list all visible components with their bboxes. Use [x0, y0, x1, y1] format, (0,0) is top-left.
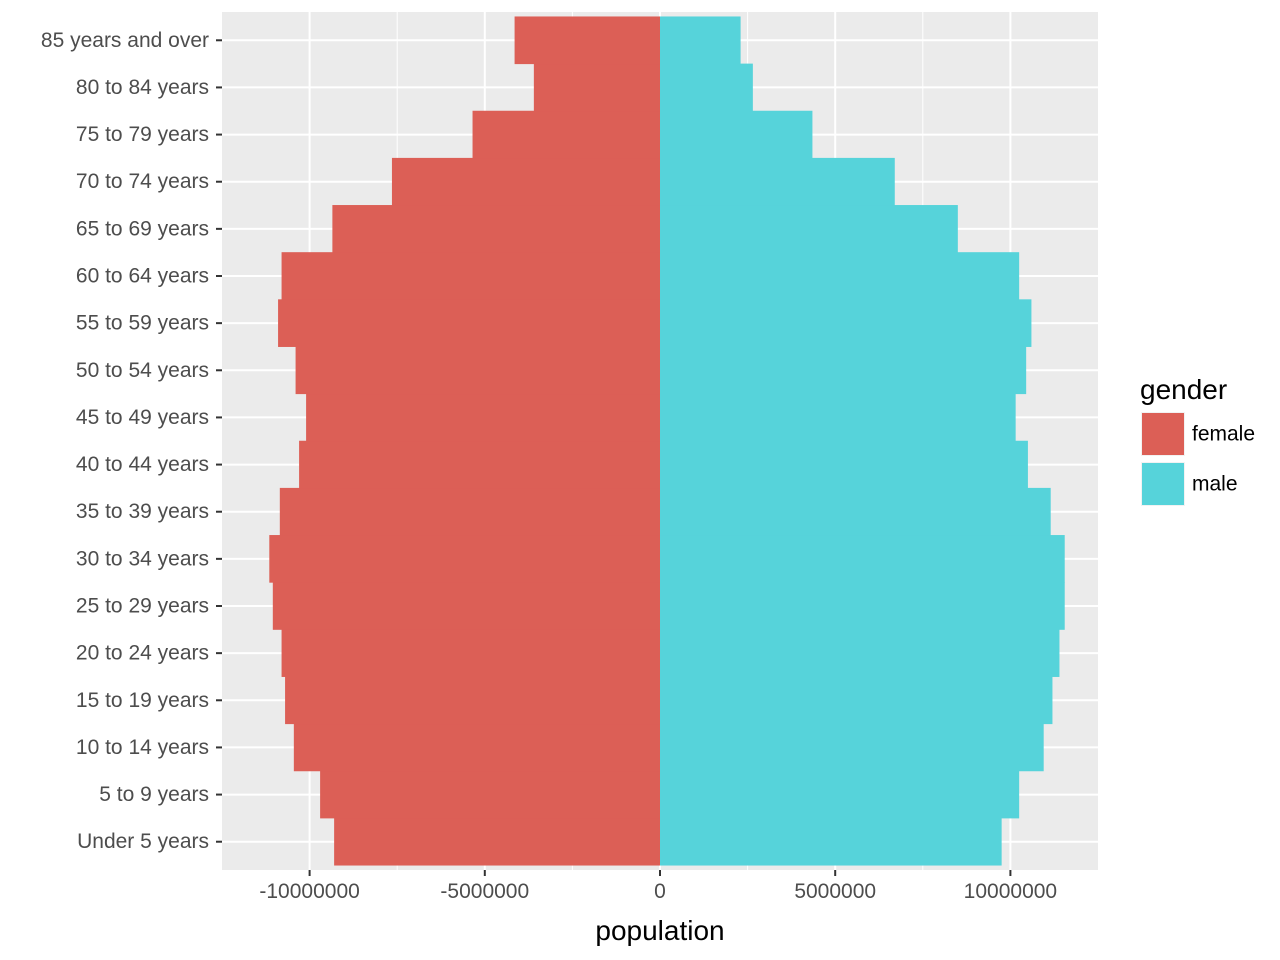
y-tick-label: 85 years and over	[41, 29, 209, 52]
y-tick-label: 45 to 49 years	[76, 406, 209, 429]
bar-male	[660, 110, 813, 159]
legend-key-female	[1142, 413, 1184, 455]
y-tick-label: 10 to 14 years	[76, 736, 209, 759]
bar-female	[279, 487, 660, 536]
bar-male	[660, 770, 1020, 819]
y-tick-label: 35 to 39 years	[76, 500, 209, 523]
bar-male	[660, 487, 1051, 536]
bar-female	[332, 205, 660, 253]
bar-male	[660, 629, 1060, 677]
bar-male	[660, 16, 741, 65]
y-tick-label: 25 to 29 years	[76, 595, 209, 618]
y-tick-label: 30 to 34 years	[76, 547, 209, 570]
bar-male	[660, 723, 1044, 772]
y-tick-label: 60 to 64 years	[76, 265, 209, 288]
bar-female	[281, 629, 660, 677]
x-tick-label: -10000000	[259, 880, 359, 903]
y-tick-label: 40 to 44 years	[76, 453, 209, 476]
bar-male	[660, 440, 1028, 489]
x-axis: -10000000 -5000000 0 5000000 10000000	[259, 870, 1057, 903]
bar-female	[306, 393, 660, 442]
y-tick-label: 55 to 59 years	[76, 312, 209, 335]
y-tick-label: 75 to 79 years	[76, 123, 209, 146]
bar-male	[660, 535, 1065, 583]
y-tick-label: 15 to 19 years	[76, 689, 209, 712]
y-tick-label: 5 to 9 years	[99, 783, 209, 806]
y-tick-label: 80 to 84 years	[76, 76, 209, 99]
bar-male	[660, 299, 1032, 347]
bar-female	[334, 817, 660, 866]
y-tick-label: 20 to 24 years	[76, 642, 209, 665]
y-tick-label: 70 to 74 years	[76, 170, 209, 193]
x-axis-title: population	[595, 915, 724, 946]
bar-male	[660, 252, 1020, 300]
x-tick-label: 10000000	[964, 880, 1057, 903]
y-tick-label: 50 to 54 years	[76, 359, 209, 382]
legend-title: gender	[1140, 374, 1227, 405]
bar-female	[281, 252, 660, 300]
x-tick-label: -5000000	[440, 880, 529, 903]
x-tick-label: 0	[654, 880, 666, 903]
bar-female	[295, 346, 660, 395]
bar-male	[660, 676, 1053, 725]
bar-female	[285, 676, 660, 725]
bar-female	[272, 582, 660, 630]
bar-female	[293, 723, 660, 772]
bar-female	[514, 16, 660, 65]
bar-male	[660, 393, 1016, 442]
bar-male	[660, 205, 958, 253]
y-tick-label: 65 to 69 years	[76, 217, 209, 240]
bar-female	[472, 110, 660, 159]
legend-label-male: male	[1192, 473, 1238, 496]
bar-male	[660, 63, 753, 112]
bar-male	[660, 817, 1002, 866]
bar-female	[533, 63, 660, 112]
bar-male	[660, 582, 1065, 630]
y-axis: Under 5 years 5 to 9 years 10 to 14 years 1…	[41, 29, 222, 853]
x-tick-label: 5000000	[794, 880, 876, 903]
y-tick-label: Under 5 years	[77, 830, 209, 853]
bar-female	[391, 157, 660, 206]
bar-female	[278, 299, 660, 347]
legend-label-female: female	[1192, 423, 1255, 446]
legend-key-male	[1142, 463, 1184, 505]
bar-male	[660, 346, 1027, 395]
legend: gender female male	[1140, 374, 1255, 506]
bar-male	[660, 157, 895, 206]
bar-female	[269, 535, 660, 583]
bar-female	[299, 440, 660, 489]
bar-female	[320, 770, 660, 819]
bars	[269, 16, 1065, 866]
